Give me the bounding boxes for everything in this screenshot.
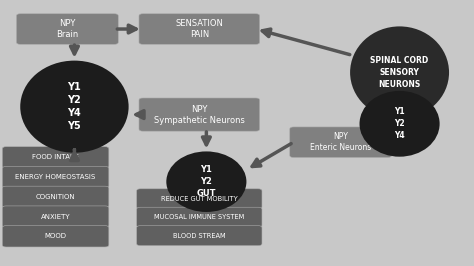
- Text: FOOD INTAKE: FOOD INTAKE: [32, 154, 79, 160]
- Text: BLOOD STREAM: BLOOD STREAM: [173, 233, 226, 239]
- Text: NPY
Sympathetic Neurons: NPY Sympathetic Neurons: [154, 105, 245, 125]
- Text: MOOD: MOOD: [45, 233, 66, 239]
- Text: Y1
Y2
Y4: Y1 Y2 Y4: [394, 107, 405, 140]
- Text: REDUCE GUT MOBILITY: REDUCE GUT MOBILITY: [161, 196, 237, 202]
- Ellipse shape: [350, 26, 449, 119]
- Text: Y1
Y2
Y4
Y5: Y1 Y2 Y4 Y5: [68, 82, 82, 131]
- Text: NPY
Brain: NPY Brain: [56, 19, 79, 39]
- Text: MUCOSAL IMMUNE SYSTEM: MUCOSAL IMMUNE SYSTEM: [154, 214, 245, 220]
- Text: Y1
Y2
GUT: Y1 Y2 GUT: [197, 165, 216, 198]
- FancyBboxPatch shape: [137, 226, 262, 246]
- Text: SENSATION
PAIN: SENSATION PAIN: [175, 19, 223, 39]
- Ellipse shape: [166, 151, 246, 212]
- FancyBboxPatch shape: [2, 147, 109, 168]
- FancyBboxPatch shape: [290, 127, 392, 157]
- Text: SPINAL CORD
SENSORY
NEURONS: SPINAL CORD SENSORY NEURONS: [371, 56, 428, 89]
- FancyBboxPatch shape: [137, 207, 262, 227]
- FancyBboxPatch shape: [137, 189, 262, 209]
- Ellipse shape: [359, 91, 439, 157]
- Text: NPY
Enteric Neurons: NPY Enteric Neurons: [310, 132, 371, 152]
- Text: ENERGY HOMEOSTASIS: ENERGY HOMEOSTASIS: [16, 174, 96, 180]
- Text: COGNITION: COGNITION: [36, 194, 75, 200]
- Ellipse shape: [20, 61, 128, 153]
- FancyBboxPatch shape: [139, 98, 260, 131]
- Text: ANXIETY: ANXIETY: [41, 214, 71, 219]
- FancyBboxPatch shape: [2, 226, 109, 247]
- FancyBboxPatch shape: [2, 206, 109, 227]
- FancyBboxPatch shape: [2, 167, 109, 188]
- FancyBboxPatch shape: [139, 14, 260, 44]
- FancyBboxPatch shape: [17, 14, 118, 44]
- FancyBboxPatch shape: [2, 186, 109, 207]
